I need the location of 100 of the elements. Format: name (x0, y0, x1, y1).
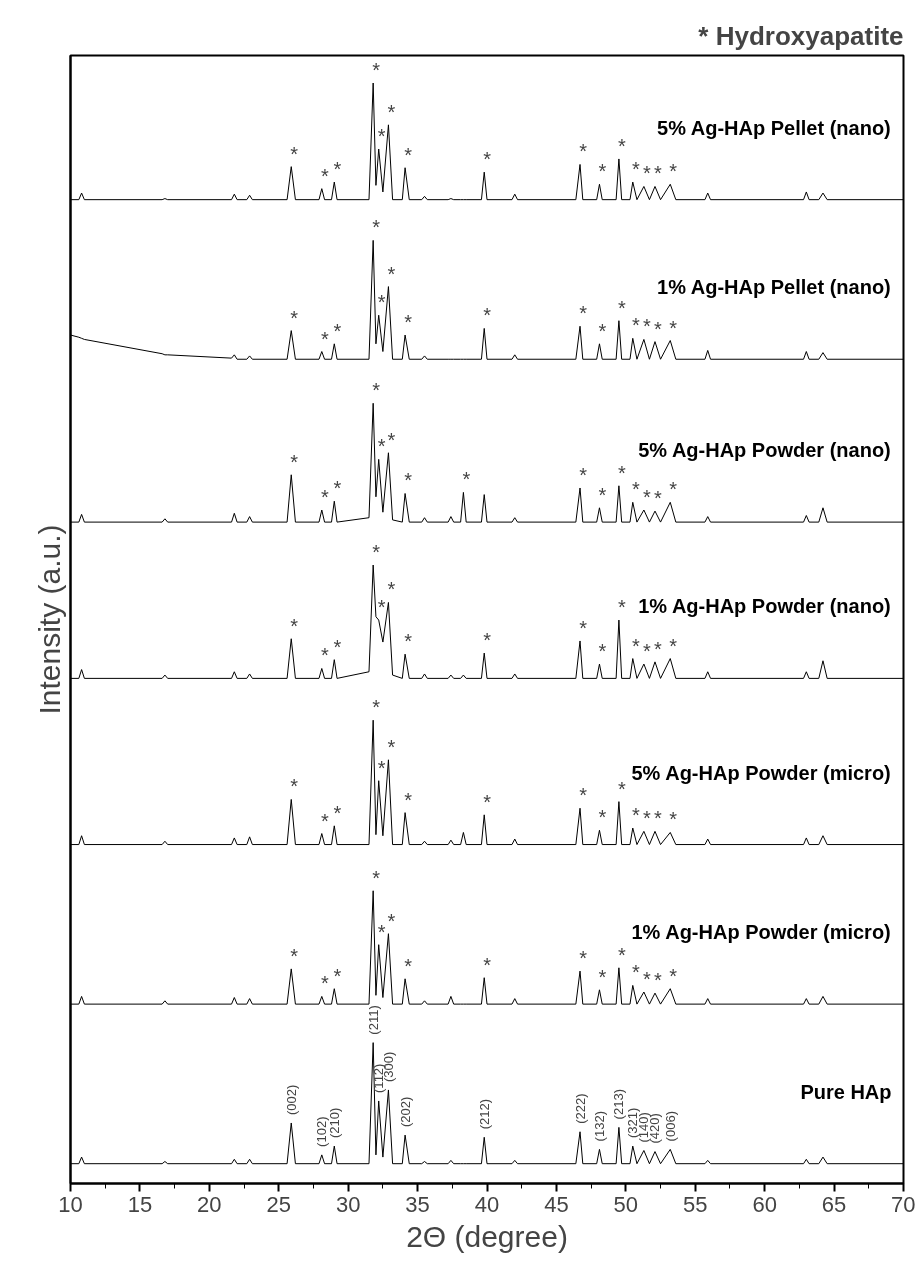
annotation: * (618, 596, 626, 619)
annotation: * (290, 142, 299, 165)
annotation: * (404, 954, 413, 977)
annotation: * (333, 319, 342, 342)
series-label: 5% Ag-HAp Powder (micro) (631, 761, 891, 784)
annotation: (222) (572, 1093, 588, 1124)
annotation: (132) (591, 1111, 607, 1142)
annotation: * (387, 735, 396, 758)
annotation: * (462, 468, 471, 491)
annotation: * (579, 302, 588, 325)
annotation: * (387, 100, 396, 123)
annotation: * (290, 306, 299, 329)
annotation: * (320, 486, 329, 508)
annotation: * (631, 804, 640, 827)
annotation: * (579, 140, 588, 163)
series-label: 5% Ag-HAp Powder (nano) (638, 439, 891, 462)
annotation: * (618, 134, 626, 157)
x-tick-label: 10 (58, 1191, 83, 1217)
annotation: * (290, 614, 299, 637)
annotation: * (483, 148, 492, 171)
x-tick-label: 55 (683, 1191, 708, 1217)
annotation: * (377, 291, 386, 314)
annotation: * (372, 379, 381, 402)
annotation: * (290, 450, 299, 473)
x-tick-label: 40 (474, 1191, 500, 1217)
annotation: * (618, 777, 626, 800)
annotation: * (377, 920, 386, 943)
annotation: * (669, 964, 678, 987)
annotation: * (654, 317, 663, 340)
annotation: * (598, 640, 607, 663)
annotation: * (669, 160, 678, 183)
x-tick-label: 60 (752, 1191, 777, 1217)
annotation: * (372, 216, 381, 239)
annotation: (212) (476, 1098, 492, 1130)
annotation: * (483, 790, 492, 813)
annotation: * (654, 807, 663, 830)
annotation: * (483, 304, 492, 327)
annotation: * (618, 461, 626, 484)
y-axis-title: Intensity (a.u.) (32, 524, 66, 715)
text: 5% Ag-HAp Pellet (nano) (657, 116, 891, 139)
annotation: * (631, 314, 640, 337)
annotation: * (333, 635, 342, 658)
annotation: * (579, 947, 588, 970)
annotation: * (387, 428, 396, 451)
annotation: * (598, 483, 607, 506)
x-tick-label: 45 (544, 1191, 569, 1217)
text: 1% Ag-HAp Pellet (nano) (657, 276, 891, 299)
annotation: * (372, 696, 381, 719)
annotation: * (642, 807, 651, 830)
annotation: * (404, 311, 413, 334)
annotation: * (631, 961, 640, 984)
annotation: * (372, 541, 381, 564)
annotation: * (631, 478, 640, 501)
annotation: * (598, 965, 607, 988)
annotation: * (377, 125, 386, 148)
annotation: * (333, 158, 342, 181)
annotation: (112) (371, 1063, 387, 1093)
annotation: * (290, 944, 299, 967)
annotation: * (320, 972, 329, 995)
annotation: * (290, 775, 299, 798)
text: Pure HAp (800, 1080, 892, 1103)
annotation: * (669, 808, 678, 831)
annotation: * (333, 964, 342, 987)
annotation: * (320, 327, 329, 350)
annotation: * (579, 616, 588, 639)
annotation: * (372, 59, 381, 82)
annotation: * (598, 319, 607, 342)
annotation: * (642, 968, 651, 991)
annotation: * (333, 477, 342, 500)
annotation: * (579, 784, 588, 807)
annotation: * (320, 809, 329, 832)
x-tick-label: 35 (405, 1191, 430, 1217)
series-label: 1% Ag-HAp Powder (micro) (631, 921, 891, 944)
annotation: (211) (365, 1005, 381, 1035)
annotation: * (377, 435, 386, 458)
annotation: * (631, 634, 640, 657)
annotation: * (642, 162, 651, 185)
annotation: * (377, 596, 386, 619)
annotation: * (598, 806, 607, 829)
annotation: * (377, 756, 386, 779)
annotation: (202) (397, 1096, 413, 1128)
annotation: * (654, 637, 663, 660)
annotation: * (654, 162, 663, 185)
annotation: * (618, 296, 626, 319)
annotation: * (387, 909, 396, 932)
series-label: 1% Ag-HAp Powder (nano) (638, 595, 891, 618)
annotation: * (320, 164, 329, 187)
x-tick-label: 65 (821, 1191, 847, 1217)
x-axis-title: 2Θ (degree) (406, 1219, 568, 1253)
annotation: * (654, 487, 663, 510)
annotation: * (669, 478, 678, 501)
annotation: * (387, 262, 396, 285)
annotation: * (483, 953, 492, 976)
annotation: * (404, 143, 413, 166)
annotation: * (642, 315, 651, 338)
annotation: * (333, 801, 342, 824)
annotation: * (618, 943, 626, 966)
annotation: * (404, 630, 413, 653)
annotation: * (669, 634, 678, 657)
annotation: * (483, 629, 492, 652)
